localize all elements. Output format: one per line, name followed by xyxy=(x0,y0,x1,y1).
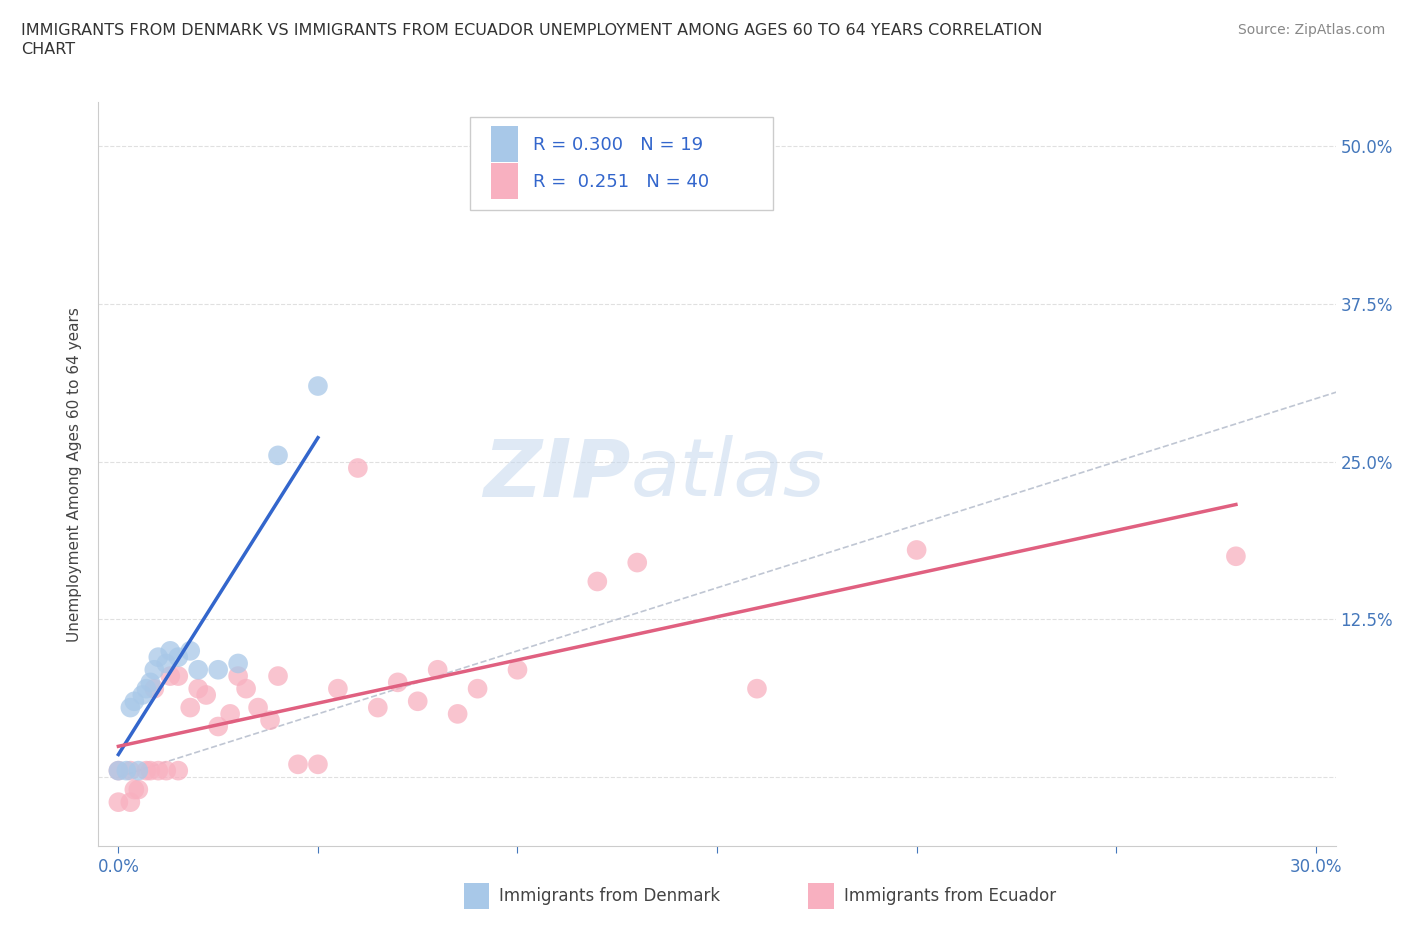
Point xyxy=(159,644,181,658)
Point xyxy=(107,764,129,778)
Point xyxy=(195,687,218,702)
Point xyxy=(120,764,142,778)
Point xyxy=(167,764,190,778)
Point xyxy=(143,682,166,697)
Point xyxy=(467,682,489,697)
Point xyxy=(207,719,229,734)
Point xyxy=(745,682,768,697)
Point xyxy=(179,700,201,715)
Point xyxy=(127,764,149,778)
Point xyxy=(124,694,146,709)
Point xyxy=(219,707,242,722)
Point xyxy=(187,662,209,677)
Point xyxy=(107,795,129,810)
Point xyxy=(127,782,149,797)
Text: atlas: atlas xyxy=(630,435,825,513)
Text: Immigrants from Ecuador: Immigrants from Ecuador xyxy=(844,886,1056,905)
Point xyxy=(139,675,162,690)
Text: IMMIGRANTS FROM DENMARK VS IMMIGRANTS FROM ECUADOR UNEMPLOYMENT AMONG AGES 60 TO: IMMIGRANTS FROM DENMARK VS IMMIGRANTS FR… xyxy=(21,23,1042,38)
Point xyxy=(107,764,129,778)
Point xyxy=(287,757,309,772)
Point xyxy=(267,669,290,684)
Point xyxy=(131,687,153,702)
Text: CHART: CHART xyxy=(21,42,75,57)
Point xyxy=(115,764,138,778)
Point xyxy=(159,669,181,684)
Point xyxy=(387,675,409,690)
Point xyxy=(135,764,157,778)
Point xyxy=(307,757,329,772)
Point xyxy=(367,700,389,715)
Point xyxy=(207,662,229,677)
Point xyxy=(267,448,290,463)
Point xyxy=(446,707,468,722)
Point xyxy=(905,542,928,557)
Text: Source: ZipAtlas.com: Source: ZipAtlas.com xyxy=(1237,23,1385,37)
Point xyxy=(259,712,281,727)
Point xyxy=(586,574,609,589)
Point xyxy=(167,650,190,665)
Point xyxy=(426,662,449,677)
Point xyxy=(406,694,429,709)
Point xyxy=(626,555,648,570)
Point xyxy=(179,644,201,658)
Point xyxy=(247,700,270,715)
Point xyxy=(139,764,162,778)
Text: Immigrants from Denmark: Immigrants from Denmark xyxy=(499,886,720,905)
Point xyxy=(326,682,349,697)
Point xyxy=(155,656,177,671)
Point xyxy=(235,682,257,697)
Point xyxy=(506,662,529,677)
Point xyxy=(135,682,157,697)
Text: ZIP: ZIP xyxy=(484,435,630,513)
FancyBboxPatch shape xyxy=(470,117,773,210)
Point xyxy=(187,682,209,697)
Y-axis label: Unemployment Among Ages 60 to 64 years: Unemployment Among Ages 60 to 64 years xyxy=(67,307,83,642)
Point xyxy=(226,669,249,684)
Point xyxy=(120,700,142,715)
Point xyxy=(155,764,177,778)
FancyBboxPatch shape xyxy=(491,126,517,162)
Point xyxy=(148,650,170,665)
Point xyxy=(148,764,170,778)
Point xyxy=(167,669,190,684)
FancyBboxPatch shape xyxy=(491,164,517,199)
Point xyxy=(307,379,329,393)
Point xyxy=(347,460,370,475)
Point xyxy=(1225,549,1247,564)
Point xyxy=(120,795,142,810)
Text: R =  0.251   N = 40: R = 0.251 N = 40 xyxy=(533,173,709,191)
Point xyxy=(143,662,166,677)
Point xyxy=(124,782,146,797)
Point xyxy=(226,656,249,671)
Text: R = 0.300   N = 19: R = 0.300 N = 19 xyxy=(533,136,703,153)
